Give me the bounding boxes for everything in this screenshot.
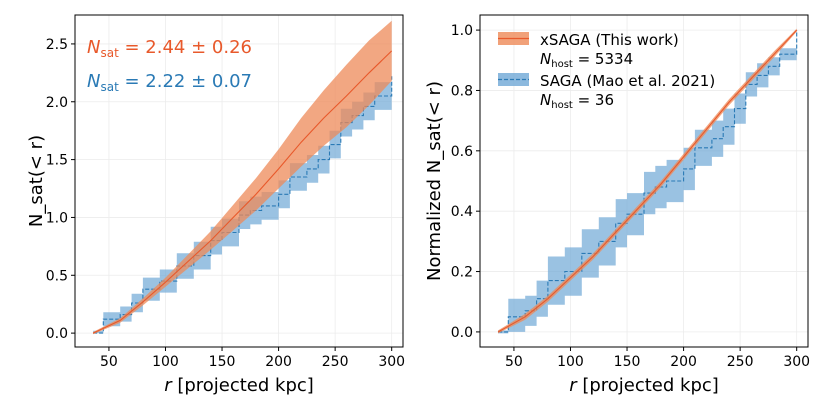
- x-tick-label: 50: [100, 354, 118, 370]
- x-tick-label: 150: [209, 354, 236, 370]
- xsaga-series-line: [497, 29, 798, 333]
- x-tick-label: 100: [557, 354, 584, 370]
- x-tick-label: 50: [505, 354, 523, 370]
- y-tick-label: 0.2: [451, 265, 473, 281]
- legend-nhost-value: = 36: [573, 91, 614, 109]
- annotation-subscript: sat: [100, 80, 119, 94]
- y-tick-label: 0.5: [46, 268, 68, 284]
- y-tick-label: 0.6: [451, 144, 473, 160]
- x-tick-label: 250: [322, 354, 349, 370]
- y-tick-label: 0.4: [451, 204, 473, 220]
- legend-nhost-symbol: N: [540, 50, 551, 68]
- annotation-symbol: N: [87, 71, 100, 92]
- annotation-subscript: sat: [100, 46, 119, 60]
- legend-nhost-xsaga: Nhost = 5334: [540, 50, 633, 70]
- x-axis-label-text: [projected kpc]: [172, 375, 314, 396]
- legend-nhost-subscript: host: [551, 59, 573, 70]
- plot-area: [497, 28, 798, 334]
- saga-series-line: [498, 30, 798, 333]
- y-tick-label: 2.5: [46, 37, 68, 53]
- x-tick-label: 200: [670, 354, 697, 370]
- xsaga-series-line: [92, 50, 393, 334]
- x-axis-label: r [projected kpc]: [164, 375, 314, 396]
- annotation-saga: Nsat = 2.22 ± 0.07: [87, 71, 252, 94]
- legend-label-xsaga: xSAGA (This work): [540, 31, 679, 49]
- xsaga-uncertainty-band: [93, 20, 392, 335]
- annotation-symbol: N: [87, 37, 100, 58]
- y-tick-label: 1.5: [46, 153, 68, 169]
- xsaga-uncertainty-band: [498, 28, 797, 334]
- legend-label-saga: SAGA (Mao et al. 2021): [540, 72, 715, 90]
- legend-nhost-symbol: N: [540, 91, 551, 109]
- plot-area: [92, 20, 393, 335]
- axes-frame: [479, 14, 809, 348]
- x-tick-label: 250: [727, 354, 754, 370]
- x-tick-label: 300: [783, 354, 810, 370]
- x-tick-label: 150: [614, 354, 641, 370]
- y-axis-label: Normalized N_sat(< r): [424, 81, 445, 281]
- legend-nhost-subscript: host: [551, 100, 573, 111]
- saga-uncertainty-band: [498, 28, 797, 334]
- annotation-value: = 2.22 ± 0.07: [119, 71, 252, 92]
- x-axis-label: r [projected kpc]: [569, 375, 719, 396]
- x-axis-label-text: [projected kpc]: [577, 375, 719, 396]
- y-tick-label: 1.0: [451, 23, 473, 39]
- x-tick-label: 300: [378, 354, 405, 370]
- y-tick-label: 0.0: [451, 325, 473, 341]
- x-axis-label-symbol: r: [164, 375, 173, 396]
- legend-nhost-saga: Nhost = 36: [540, 91, 614, 111]
- x-tick-label: 200: [265, 354, 292, 370]
- y-tick-label: 0.8: [451, 83, 473, 99]
- legend-nhost-value: = 5334: [573, 50, 633, 68]
- annotation-value: = 2.44 ± 0.26: [119, 37, 252, 58]
- annotation-xsaga: Nsat = 2.44 ± 0.26: [87, 37, 252, 60]
- right-panel-normalized-count: 50 100 150 200 250 300 0.0 0.2 0.4 0.6 0.8 1.0 r [pr…: [424, 14, 810, 396]
- x-tick-label: 100: [152, 354, 179, 370]
- y-axis-label: N_sat(< r): [26, 135, 47, 227]
- y-tick-label: 1.0: [46, 210, 68, 226]
- y-tick-label: 0.0: [46, 326, 68, 342]
- x-axis-label-symbol: r: [569, 375, 578, 396]
- left-panel-cumulative-count: 50 100 150 200 250 300 0.0 0.5 1.0 1.5 2.0 2.5 r [pr…: [26, 14, 405, 396]
- y-tick-label: 2.0: [46, 95, 68, 111]
- axes-frame: [74, 14, 404, 348]
